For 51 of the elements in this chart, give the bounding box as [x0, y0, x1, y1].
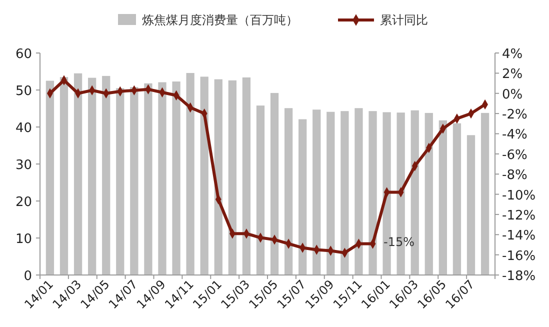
bar	[130, 87, 138, 275]
y2-tick-label: 0%	[502, 87, 523, 102]
y-tick-label: 50	[15, 84, 32, 99]
bar	[424, 112, 433, 275]
bar	[74, 73, 82, 275]
y2-tick-label: -10%	[502, 188, 536, 204]
y-tick-label: 60	[15, 47, 32, 62]
legend-label: 炼焦煤月度消费量（百万吨）	[142, 13, 298, 27]
bar	[284, 108, 293, 275]
bar	[438, 120, 447, 275]
y2-tick-label: 4%	[502, 47, 523, 62]
bar	[368, 111, 377, 275]
y2-tick-label: -14%	[502, 228, 536, 244]
y-tick-label: 40	[15, 121, 32, 136]
bar	[228, 80, 236, 275]
bar	[116, 88, 124, 275]
y2-tick-label: -8%	[502, 168, 528, 184]
legend-label: 累计同比	[380, 13, 428, 27]
bar	[312, 110, 321, 275]
bar	[270, 92, 279, 275]
bar	[102, 76, 110, 275]
bar	[298, 119, 307, 275]
bar	[466, 135, 476, 275]
bar	[144, 83, 152, 275]
bar	[46, 80, 54, 275]
bar	[200, 76, 208, 275]
bar	[452, 123, 462, 275]
y-tick-label: 0	[24, 269, 32, 284]
bar	[214, 79, 222, 275]
bar	[60, 77, 68, 275]
y2-tick-label: 2%	[502, 67, 523, 82]
bar	[158, 82, 166, 275]
y2-tick-label: -16%	[502, 248, 536, 264]
bar	[242, 77, 251, 275]
y2-tick-label: -2%	[502, 108, 528, 123]
y-tick-label: 10	[15, 232, 32, 247]
bar	[326, 112, 335, 275]
y2-tick-label: -18%	[502, 269, 536, 284]
bar	[186, 72, 194, 275]
bar	[172, 81, 180, 275]
y-tick-label: 20	[15, 195, 32, 210]
bar	[340, 111, 349, 275]
y-tick-label: 30	[15, 158, 32, 173]
y2-tick-label: -4%	[502, 128, 528, 143]
bar	[354, 108, 363, 275]
y2-tick-label: -6%	[502, 148, 528, 163]
bar	[88, 78, 96, 275]
annotation: -15%	[384, 235, 415, 249]
bar	[256, 106, 265, 275]
bar	[480, 112, 490, 275]
y2-tick-label: -12%	[502, 208, 536, 224]
